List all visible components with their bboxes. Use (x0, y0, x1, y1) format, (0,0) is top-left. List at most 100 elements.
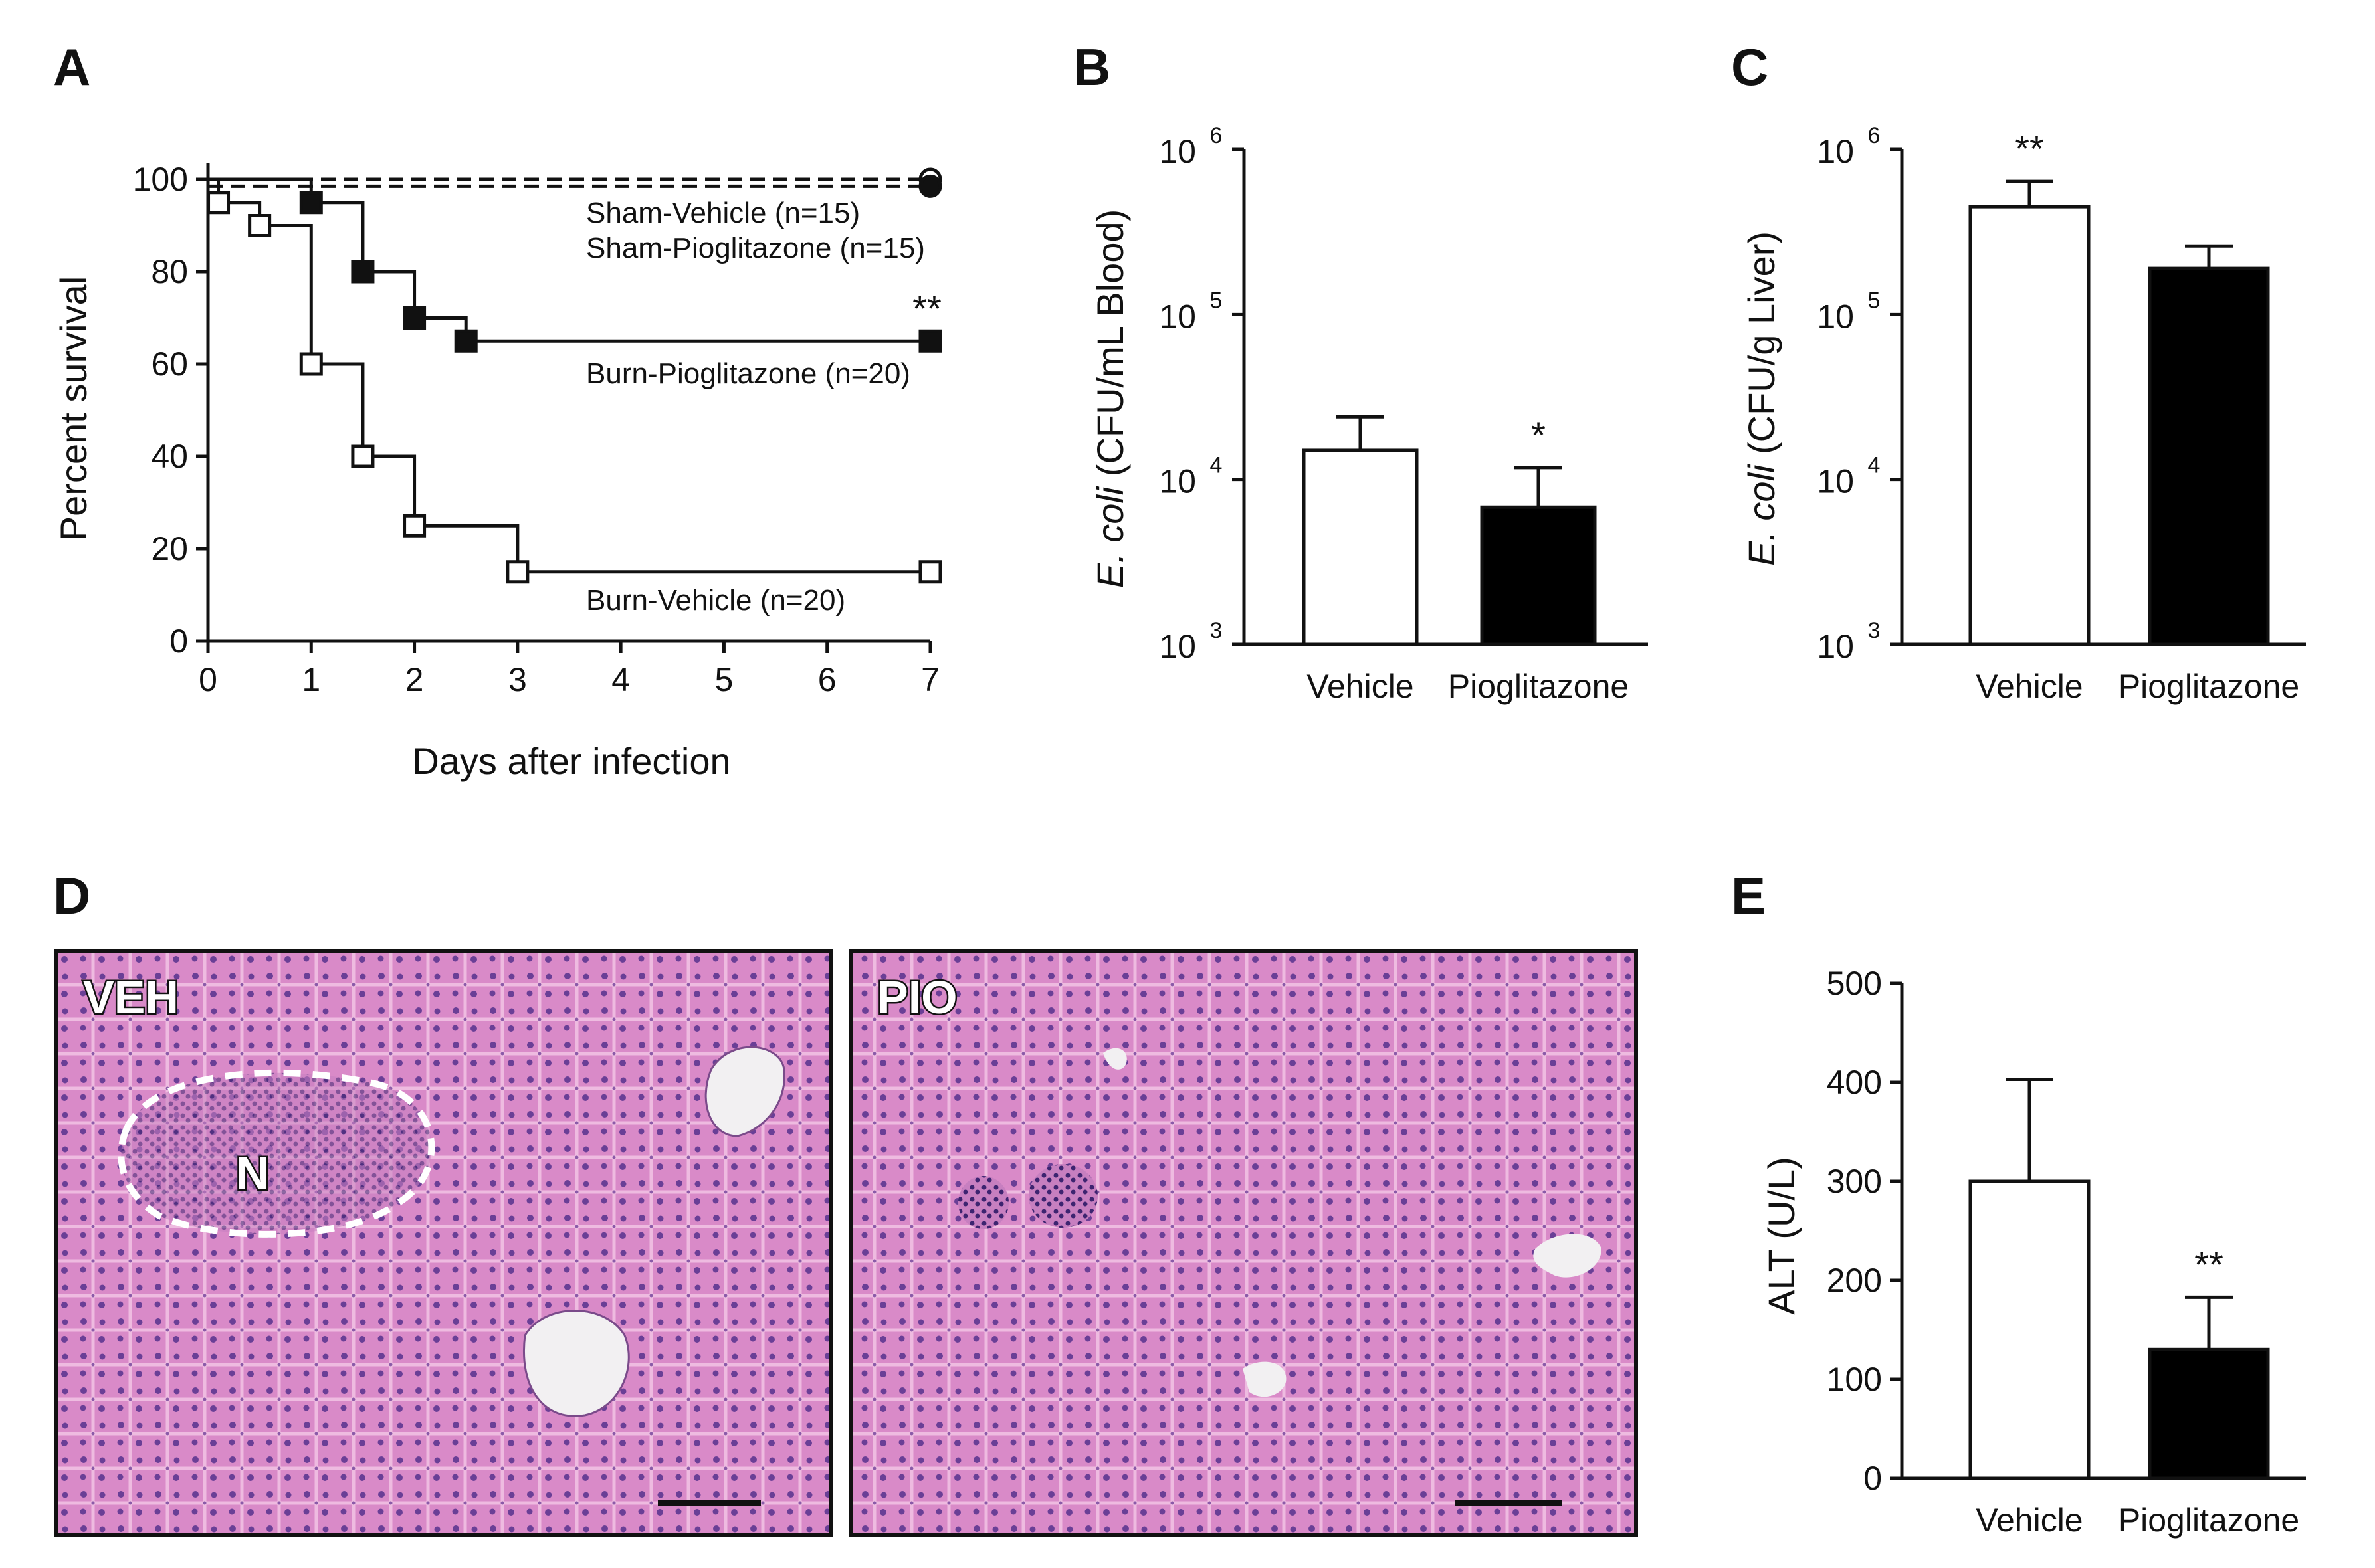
blood-cfu-y-tick-label: 10 (1159, 628, 1196, 665)
histology-panel: VEH N PIO (54, 949, 1638, 1537)
survival-y-tick-label: 60 (151, 345, 188, 383)
blood-cfu-y-tick-exponent: 5 (1210, 288, 1223, 313)
survival-x-tick-label: 3 (508, 661, 527, 698)
micrograph-vehicle-label: VEH (83, 971, 179, 1023)
necrosis-region (121, 1072, 432, 1234)
survival-y-tick-label: 80 (151, 253, 188, 290)
blood-cfu-chart: E. coli (CFU/mL Blood) 10 3 10 4 10 5 10 6 Vehic… (1089, 123, 1648, 705)
survival-series-label: Sham-Vehicle (n=15) (586, 197, 860, 229)
alt-category-label: Pioglitazone (2118, 1502, 2299, 1539)
liver-cfu-y-tick-base: 10 (1817, 298, 1854, 335)
blood-cfu-y-tick-base: 10 (1159, 628, 1196, 665)
liver-cfu-y-tick-label: 10 (1817, 463, 1854, 500)
survival-point (299, 191, 323, 215)
necrosis-outline (118, 1069, 435, 1238)
alt-y-tick-label: 400 (1827, 1064, 1882, 1101)
necrosis-label: N (236, 1147, 270, 1199)
blood-cfu-y-tick-base: 10 (1159, 298, 1196, 335)
survival-significance: ** (912, 287, 942, 329)
blood-cfu-y-axis-rest: (CFU/mL Blood) (1089, 209, 1131, 487)
blood-cfu-y-axis-italic: E. coli (1089, 486, 1131, 588)
survival-series-label: Sham-Pioglitazone (n=15) (586, 232, 925, 264)
vessel-lumen-3 (1533, 1234, 1601, 1278)
liver-cfu-y-axis-title: E. coli (CFU/g Liver) (1740, 231, 1782, 566)
micrograph-pioglitazone-label: PIO (877, 971, 958, 1023)
vessel-lumen-4 (1103, 1048, 1127, 1070)
panel-letter-b: B (1073, 38, 1110, 96)
survival-series-label: Burn-Vehicle (n=20) (586, 584, 845, 617)
blood-cfu-category-label: Pioglitazone (1448, 668, 1629, 705)
survival-point (248, 214, 272, 237)
survival-point (918, 329, 942, 353)
panel-letter-e: E (1731, 866, 1766, 925)
liver-cfu-y-tick-base: 10 (1817, 133, 1854, 170)
survival-x-tick-label: 7 (921, 661, 940, 698)
blood-cfu-significance: * (1531, 414, 1546, 456)
liver-cfu-y-axis-italic: E. coli (1740, 464, 1782, 566)
panel-letter-d: D (53, 866, 90, 925)
liver-cfu-y-tick-base: 10 (1817, 628, 1854, 665)
survival-point (403, 306, 427, 330)
survival-chart: Percent survival Days after infection 0 2… (52, 161, 942, 782)
blood-cfu-bar-vehicle (1302, 448, 1419, 646)
liver-cfu-category-label: Pioglitazone (2118, 668, 2299, 705)
blood-cfu-y-tick-base: 10 (1159, 133, 1196, 170)
blood-cfu-bar-pioglitazone (1480, 505, 1597, 646)
survival-y-tick-label: 20 (151, 530, 188, 567)
survival-y-tick-label: 100 (133, 161, 188, 198)
liver-cfu-y-tick-exponent: 3 (1868, 618, 1881, 643)
survival-point (454, 329, 478, 353)
blood-cfu-category-label: Vehicle (1306, 668, 1413, 705)
liver-cfu-y-axis-rest: (CFU/g Liver) (1740, 231, 1782, 465)
vessel-lumen-5 (1243, 1361, 1287, 1397)
alt-y-tick-label: 500 (1827, 965, 1882, 1002)
alt-y-tick-label: 0 (1863, 1460, 1882, 1497)
blood-cfu-y-axis-title: E. coli (CFU/mL Blood) (1089, 209, 1131, 589)
survival-point (299, 352, 323, 376)
infiltrate-cluster-2 (1029, 1164, 1098, 1228)
liver-cfu-significance: ** (2015, 128, 2044, 169)
blood-cfu-y-tick-label: 10 (1159, 298, 1196, 335)
liver-cfu-y-tick-exponent: 5 (1868, 288, 1881, 313)
liver-cfu-y-tick-label: 10 (1817, 298, 1854, 335)
alt-chart: ALT (U/L) 0 100 200 300 400 500 Vehicle Pioglit… (1760, 965, 2306, 1539)
alt-y-tick-label: 200 (1827, 1262, 1882, 1299)
blood-cfu-y-tick-exponent: 3 (1210, 618, 1223, 643)
liver-cfu-y-tick-label: 10 (1817, 133, 1854, 170)
liver-cfu-bar-vehicle (1968, 205, 2091, 646)
blood-cfu-y-tick-base: 10 (1159, 463, 1196, 500)
survival-x-tick-label: 6 (818, 661, 837, 698)
alt-bar-vehicle (1968, 1179, 2091, 1480)
alt-bar-pioglitazone (2148, 1347, 2270, 1480)
panel-letter-c: C (1731, 38, 1768, 96)
survival-point (918, 174, 942, 198)
blood-cfu-y-tick-label: 10 (1159, 463, 1196, 500)
liver-cfu-chart: E. coli (CFU/g Liver) 10 3 10 4 10 5 10 6 Vehicl… (1740, 123, 2306, 705)
vessel-lumen-1 (704, 1046, 785, 1137)
survival-point (207, 191, 231, 215)
survival-point (506, 560, 530, 584)
alt-category-label: Vehicle (1976, 1502, 2083, 1539)
survival-x-tick-label: 5 (715, 661, 734, 698)
micrograph-vehicle-tissue (56, 951, 831, 1535)
survival-y-tick-label: 0 (169, 623, 188, 660)
survival-x-axis-title: Days after infection (412, 740, 730, 782)
liver-cfu-y-tick-exponent: 4 (1868, 453, 1881, 478)
alt-y-tick-label: 100 (1827, 1361, 1882, 1398)
survival-x-tick-label: 1 (302, 661, 320, 698)
liver-cfu-y-tick-label: 10 (1817, 628, 1854, 665)
micrograph-vehicle: VEH N (54, 949, 833, 1537)
blood-cfu-y-tick-exponent: 6 (1210, 123, 1223, 148)
survival-x-tick-label: 4 (611, 661, 630, 698)
liver-cfu-bar-pioglitazone (2148, 266, 2270, 646)
blood-cfu-y-tick-label: 10 (1159, 133, 1196, 170)
survival-point (351, 444, 375, 468)
alt-y-axis-title: ALT (U/L) (1760, 1157, 1802, 1315)
panel-letter-a: A (53, 38, 90, 96)
survival-point (403, 514, 427, 538)
vessel-lumen-2 (523, 1310, 630, 1417)
alt-significance: ** (2194, 1243, 2223, 1285)
liver-cfu-y-tick-exponent: 6 (1868, 123, 1881, 148)
survival-point (918, 560, 942, 584)
